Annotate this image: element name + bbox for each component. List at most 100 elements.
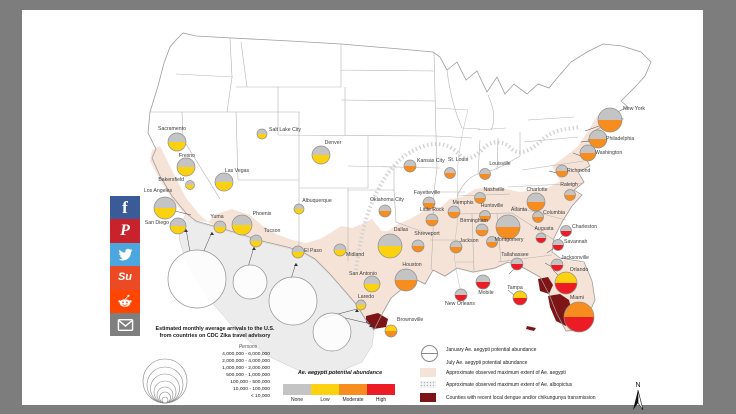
city-label-dallas: Dallas [394, 227, 409, 233]
city-label-louisville: Louisville [489, 161, 510, 167]
city-marker-dallas [377, 233, 403, 259]
january-half [476, 275, 490, 282]
arrivals-class-label: 1,000,000 - 2,000,000 [222, 366, 270, 372]
city-circle-outline [256, 128, 268, 140]
city-marker-san-diego [169, 217, 187, 235]
city-circle-outline [479, 168, 491, 180]
july-half [423, 203, 435, 209]
share-button-facebook[interactable]: f [110, 196, 140, 220]
city-circle-outline [153, 196, 177, 220]
mississippi-river [454, 109, 469, 293]
legend-albopictus-extent-label: Approximate observed maximum extent of A… [446, 382, 573, 388]
city-label-new-orleans: New Orleans [445, 301, 475, 307]
arrivals-legend-circle-6 [161, 396, 169, 404]
january-half [580, 145, 596, 153]
share-button-stumbleupon[interactable]: Su [110, 266, 140, 290]
us-map-canvas: Sacramento Fresno Bakersfield Los Angeles Sa… [142, 32, 652, 404]
city-marker-fresno [176, 157, 196, 177]
share-button-email[interactable] [110, 312, 140, 337]
city-label-washington: Washington [595, 150, 622, 156]
arrival-circle-0 [167, 249, 227, 309]
july-half [486, 242, 498, 248]
july-half [555, 283, 577, 294]
july-half [185, 185, 195, 190]
city-label-tampa: Tampa [507, 285, 523, 291]
january-half [511, 258, 523, 264]
july-half [294, 209, 304, 214]
city-circle-outline [384, 324, 398, 338]
arrivals-legend-title-line2: from countries on CDC Zika travel adviso… [159, 332, 271, 339]
july-half [580, 153, 596, 161]
july-half [450, 247, 462, 253]
city-label-denver: Denver [325, 140, 342, 146]
city-marker-midland [333, 243, 347, 257]
city-circle-outline [532, 211, 544, 223]
city-marker-jackson [449, 240, 463, 254]
january-half [423, 197, 435, 203]
january-half [556, 165, 568, 171]
january-half [536, 233, 546, 238]
july-half [448, 212, 460, 218]
north-label: N [635, 382, 640, 389]
share-button-twitter[interactable] [110, 242, 140, 267]
january-half [395, 269, 417, 280]
january-half [385, 325, 397, 331]
city-label-memphis: Memphis [452, 200, 473, 206]
january-half [379, 205, 391, 211]
january-half [479, 168, 491, 174]
city-label-charlotte: Charlotte [526, 187, 547, 193]
city-circle-outline [425, 213, 439, 227]
january-half [589, 130, 607, 139]
city-circle-outline [333, 243, 347, 257]
arrivals-class-label: 10,000 - 100,000 [233, 387, 270, 393]
abundance-label-high: High [375, 397, 387, 403]
january-half [412, 240, 424, 246]
july-half [532, 217, 544, 223]
city-label-mobile: Mobile [478, 290, 493, 296]
share-button-reddit[interactable] [110, 289, 140, 313]
city-marker-salt-lake-city [256, 128, 268, 140]
city-label-augusta: Augusta [534, 226, 553, 232]
city-circle-outline [378, 204, 392, 218]
city-label-oklahoma-city: Oklahoma City [370, 197, 404, 203]
city-circle-outline [447, 205, 461, 219]
city-marker-atlanta [495, 214, 521, 240]
abundance-label-low: Low [320, 397, 330, 403]
arrivals-legend-circle-4 [156, 386, 174, 404]
city-marker-laredo [355, 299, 367, 311]
abundance-legend-bar [283, 384, 395, 395]
city-circle-outline [214, 172, 234, 192]
city-circle-outline [454, 288, 468, 302]
january-half [555, 272, 577, 283]
city-label-tallahassee: Tallahassee [501, 252, 529, 258]
arrivals-legend-unit: Persons [238, 344, 258, 350]
july-half [364, 284, 380, 292]
north-needle-left [633, 390, 638, 410]
arrival-circle-1 [232, 264, 268, 300]
city-label-richmond: Richmond [567, 168, 590, 174]
january-half [312, 146, 330, 155]
state-boundaries [150, 37, 585, 272]
city-circle-outline [411, 239, 425, 253]
city-marker-fayetteville [422, 196, 436, 210]
legend-local-transmission-label: Counties with recent local dengue and/or… [446, 395, 596, 401]
arrivals-class-label: 2,000,000 - 4,000,000 [222, 359, 270, 365]
july-half [412, 246, 424, 252]
july-half [168, 142, 186, 151]
arrival-circle-3 [312, 312, 352, 352]
city-circle-outline [486, 236, 498, 248]
city-label-jacksonville: Jacksonville [561, 255, 589, 261]
city-circle-outline [555, 164, 569, 178]
map-figure: Sacramento Fresno Bakersfield Los Angeles Sa… [22, 10, 703, 411]
abundance-legend-title: Ae. aegypti potential abundance [297, 370, 383, 376]
city-circle-outline [564, 189, 576, 201]
city-label-fayetteville: Fayetteville [414, 190, 440, 196]
city-circle-outline [495, 214, 521, 240]
july-half [560, 231, 572, 237]
abundance-swatch-moderate [339, 384, 367, 395]
january-half [292, 246, 304, 252]
share-button-pinterest[interactable]: P [110, 219, 140, 243]
abundance-label-none: None [291, 397, 303, 403]
july-half [379, 211, 391, 217]
